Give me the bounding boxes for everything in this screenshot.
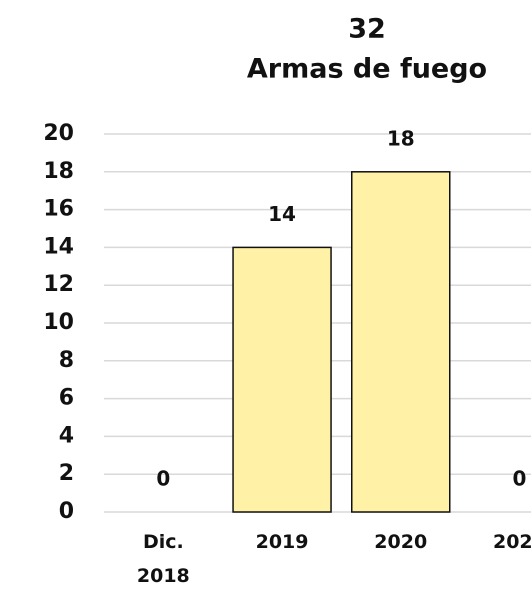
x-tick-label: 2019 <box>255 531 309 553</box>
y-tick-label: 10 <box>43 310 74 335</box>
x-tick-label-box: Dic. 2018 <box>136 531 190 587</box>
data-label: 18 <box>387 126 415 150</box>
y-tick-label: 14 <box>43 234 74 259</box>
data-label: 0 <box>156 467 170 491</box>
x-tick-label: 2021 <box>492 531 531 553</box>
bar <box>351 171 451 513</box>
x-tick-label: 2020 <box>374 531 428 553</box>
chart-title: 32 <box>348 14 386 45</box>
x-tick-label: Dic. 2018 <box>136 531 190 587</box>
y-tick-label: 18 <box>43 159 74 184</box>
x-tick-label-box: 2021 <box>492 531 531 553</box>
y-tick-label: 20 <box>43 121 74 146</box>
y-tick-label: 6 <box>59 386 74 411</box>
y-tick-label: 4 <box>59 423 74 448</box>
data-label: 14 <box>268 202 296 226</box>
chart-subtitle: Armas de fuego <box>247 54 487 85</box>
y-tick-label: 0 <box>59 499 74 524</box>
x-tick-label-box: 2020 <box>374 531 428 553</box>
y-tick-label: 16 <box>43 197 74 222</box>
bar <box>232 246 332 513</box>
y-tick-label: 12 <box>43 272 74 297</box>
x-tick-label-box: 2019 <box>255 531 309 553</box>
y-tick-label: 8 <box>59 348 74 373</box>
data-label: 0 <box>512 467 526 491</box>
y-tick-label: 2 <box>59 461 74 486</box>
